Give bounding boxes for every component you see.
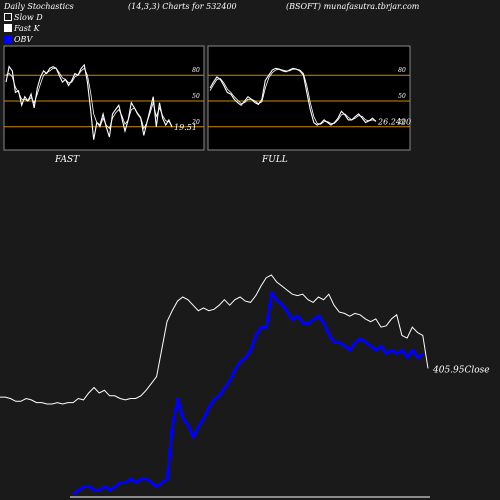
legend-obv-label: OBV: [14, 35, 33, 44]
slow-d-swatch-icon: [4, 13, 12, 21]
full-tick-label: 50: [398, 93, 406, 100]
full-tick-label: 80: [398, 67, 406, 74]
legend-obv: OBV: [4, 35, 32, 44]
full-last-value-label: 26.2420: [377, 117, 411, 126]
chart-title: Daily Stochastics: [4, 2, 74, 11]
close-price-line: [0, 274, 429, 405]
full-series-fast-k: [209, 67, 377, 126]
full-tick-label: 20: [397, 119, 406, 126]
chart-source: (BSOFT) munafasutra.tbrjar.com: [286, 2, 420, 11]
fast-series-slow-d: [5, 67, 173, 130]
chart-params: (14,3,3) Charts for 532400: [128, 2, 237, 11]
full-series-slow-d: [209, 68, 377, 125]
fast-last-value-label: 19.51: [174, 123, 197, 132]
fast-panel: [3, 45, 205, 151]
fast-tick-label: 50: [192, 93, 200, 100]
full-xlabel: FULL: [261, 155, 288, 165]
legend-slow-d: Slow D: [4, 13, 43, 22]
fast-tick-label: 80: [192, 67, 200, 74]
close-last-value-label: 405.95Close: [432, 365, 490, 375]
fast-series-fast-k: [5, 63, 173, 140]
fast-tick-label: 20: [191, 119, 200, 126]
legend-fast-k: Fast K: [4, 24, 40, 33]
obv-line: [72, 291, 424, 496]
fast-xlabel: FAST: [54, 155, 80, 165]
legend-fast-k-label: Fast K: [14, 24, 40, 33]
legend-slow-d-label: Slow D: [14, 13, 43, 22]
obv-swatch-icon: [4, 35, 12, 43]
fast-k-swatch-icon: [4, 24, 12, 32]
